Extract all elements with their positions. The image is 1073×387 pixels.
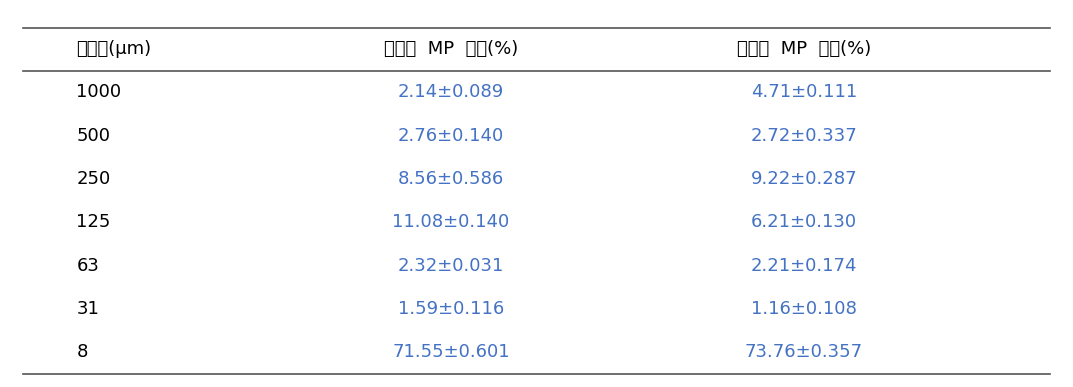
Text: 6.21±0.130: 6.21±0.130 <box>751 213 857 231</box>
Text: 1.59±0.116: 1.59±0.116 <box>398 300 504 318</box>
Text: 73.76±0.357: 73.76±0.357 <box>745 343 863 361</box>
Text: 체크기(μm): 체크기(μm) <box>76 40 151 58</box>
Text: 2.32±0.031: 2.32±0.031 <box>398 257 504 275</box>
Text: 11.08±0.140: 11.08±0.140 <box>393 213 510 231</box>
Text: 71.55±0.601: 71.55±0.601 <box>392 343 510 361</box>
Text: 31: 31 <box>76 300 99 318</box>
Text: 125: 125 <box>76 213 111 231</box>
Text: 4.71±0.111: 4.71±0.111 <box>751 83 857 101</box>
Text: 여과전  MP  입도(%): 여과전 MP 입도(%) <box>384 40 518 58</box>
Text: 여과후  MP  입도(%): 여과후 MP 입도(%) <box>737 40 871 58</box>
Text: 250: 250 <box>76 170 111 188</box>
Text: 2.21±0.174: 2.21±0.174 <box>751 257 857 275</box>
Text: 1.16±0.108: 1.16±0.108 <box>751 300 857 318</box>
Text: 2.76±0.140: 2.76±0.140 <box>398 127 504 145</box>
Text: 2.72±0.337: 2.72±0.337 <box>751 127 857 145</box>
Text: 8.56±0.586: 8.56±0.586 <box>398 170 504 188</box>
Text: 500: 500 <box>76 127 111 145</box>
Text: 63: 63 <box>76 257 99 275</box>
Text: 9.22±0.287: 9.22±0.287 <box>751 170 857 188</box>
Text: 1000: 1000 <box>76 83 121 101</box>
Text: 2.14±0.089: 2.14±0.089 <box>398 83 504 101</box>
Text: 8: 8 <box>76 343 88 361</box>
